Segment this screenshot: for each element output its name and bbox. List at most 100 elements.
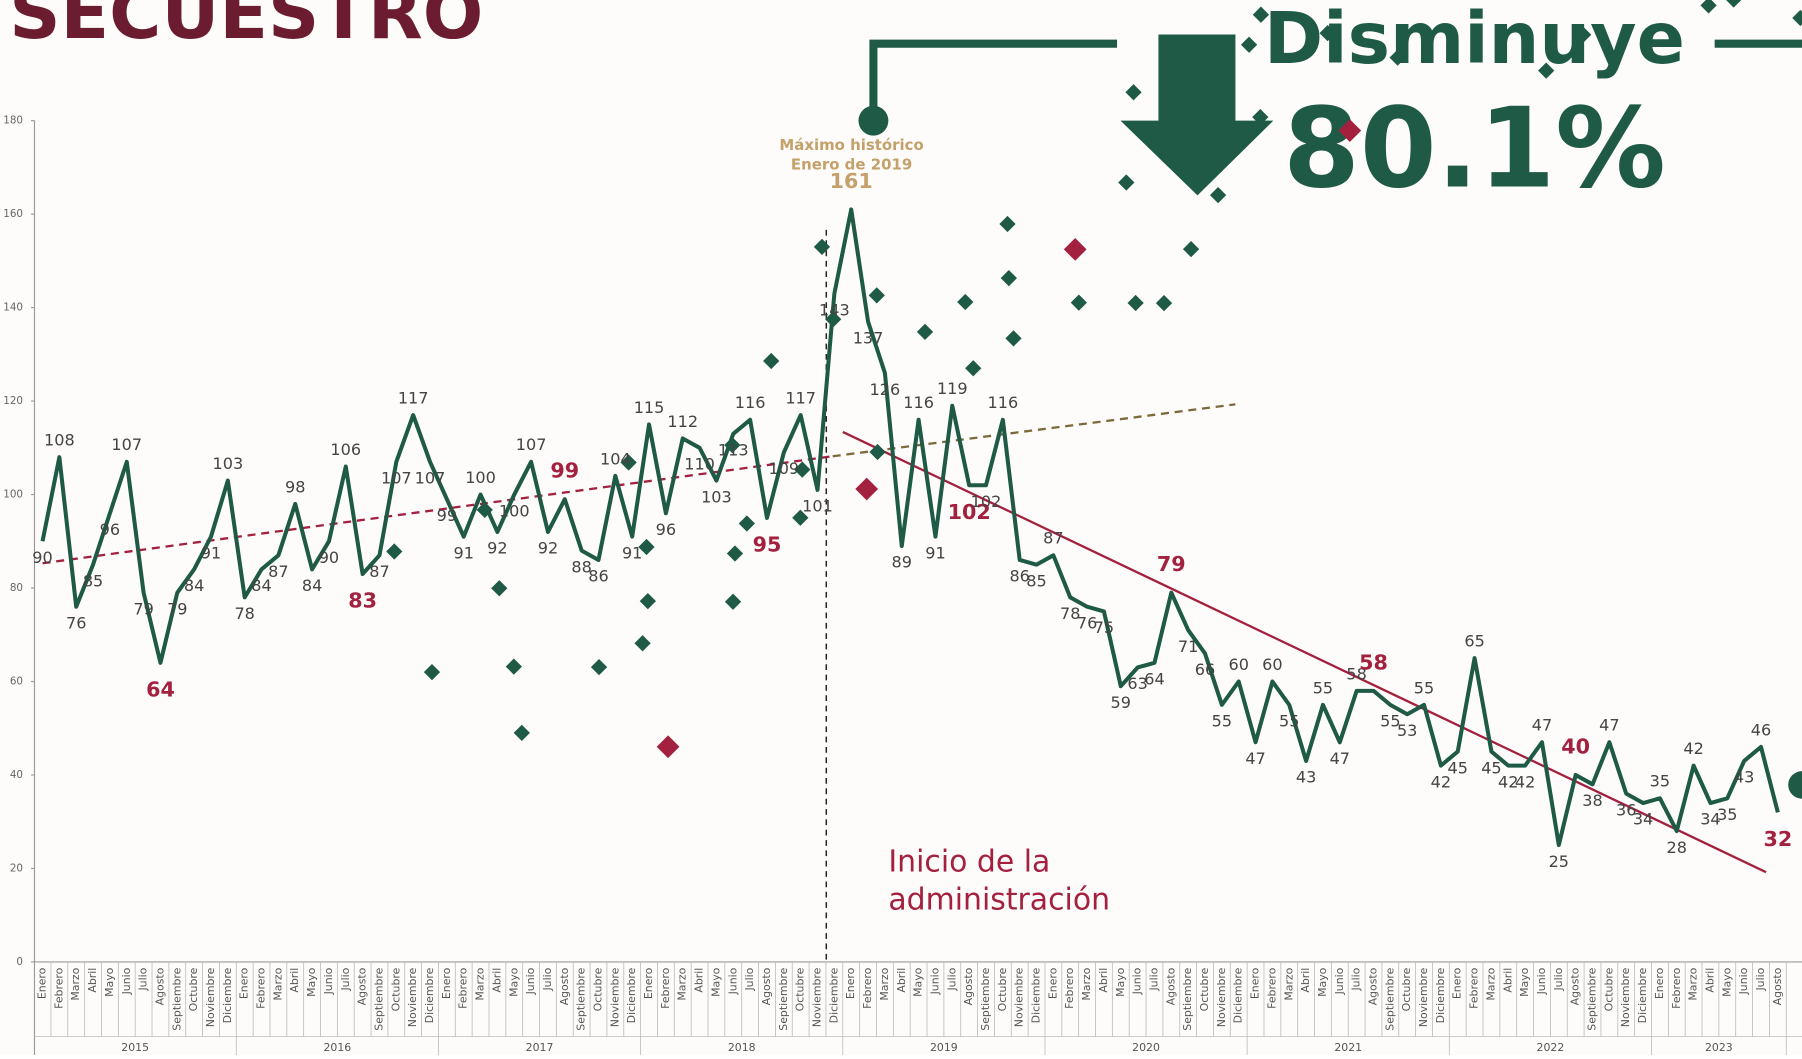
data-label: 102 <box>948 500 991 524</box>
x-tick-label: Septiembre <box>1383 967 1396 1030</box>
x-tick-label: Febrero <box>659 967 672 1009</box>
x-tick-label: Marzo <box>878 967 891 1000</box>
data-label: 101 <box>802 497 833 516</box>
data-label: 55 <box>1313 678 1333 697</box>
data-label: 55 <box>1380 712 1400 731</box>
data-label: 47 <box>1532 716 1552 735</box>
data-label: 36 <box>1616 800 1636 819</box>
x-tick-label: Mayo <box>709 967 722 997</box>
data-label: 79 <box>167 599 187 618</box>
data-label: 90 <box>319 548 339 567</box>
data-line <box>40 207 1780 848</box>
x-tick-label: Abril <box>895 968 908 993</box>
y-tick-label: 60 <box>10 675 23 687</box>
bracket <box>869 39 1118 121</box>
data-label: 87 <box>268 562 288 581</box>
x-tick-label: Enero <box>1249 967 1262 999</box>
data-label: 116 <box>735 393 766 412</box>
data-label: 43 <box>1296 768 1316 787</box>
data-label: 32 <box>1763 827 1792 851</box>
data-point <box>1319 25 1336 42</box>
x-tick-label: Agosto <box>962 967 975 1005</box>
data-label: 34 <box>1700 810 1720 829</box>
data-point <box>1700 0 1717 14</box>
data-label: 112 <box>667 412 698 431</box>
year-label: 2021 <box>1334 1041 1362 1054</box>
data-label: 88 <box>571 557 591 576</box>
data-label: 99 <box>550 459 579 483</box>
x-tick-label: Abril <box>490 968 503 993</box>
data-label: 87 <box>1043 529 1063 548</box>
x-tick-label: Junio <box>120 967 133 995</box>
data-label: 119 <box>937 379 968 398</box>
x-tick-label: Octubre <box>996 967 1009 1011</box>
data-label: 76 <box>1077 613 1097 632</box>
data-point <box>634 635 651 652</box>
x-tick-label: Diciembre <box>1434 967 1447 1023</box>
x-tick-label: Julio <box>743 967 756 991</box>
data-label: 45 <box>1481 758 1501 777</box>
data-label: 71 <box>1178 637 1198 656</box>
x-tick-label: Enero <box>238 967 251 999</box>
bracket-dot <box>858 105 889 136</box>
data-point <box>1178 78 1196 95</box>
trend-line <box>842 430 1767 874</box>
x-tick-label: Mayo <box>1720 967 1733 997</box>
y-tick-label: 120 <box>3 395 23 407</box>
data-label: 106 <box>330 440 361 459</box>
headline-value: 80.1% <box>1283 86 1666 214</box>
data-label: 143 <box>819 300 850 319</box>
x-tick-label: Junio <box>1737 967 1750 995</box>
data-point <box>794 461 811 478</box>
x-tick-label: Mayo <box>1518 967 1531 997</box>
data-label: 59 <box>1111 693 1131 712</box>
data-point <box>813 238 831 256</box>
x-tick-label: Abril <box>1703 968 1716 993</box>
chart-title: SECUESTRO <box>9 0 483 55</box>
data-label: 64 <box>1144 670 1164 689</box>
data-label: 58 <box>1359 650 1388 674</box>
x-tick-label: Julio <box>339 967 352 991</box>
trend-line <box>832 403 1236 458</box>
data-label: 84 <box>251 576 271 595</box>
data-label: 98 <box>285 477 305 496</box>
data-label: 47 <box>1330 749 1350 768</box>
data-label: 65 <box>1464 632 1484 651</box>
data-label: 100 <box>499 501 530 520</box>
data-label: 117 <box>785 389 816 408</box>
x-tick-label: Enero <box>1046 967 1059 999</box>
x-tick-label: Diciembre <box>1636 967 1649 1023</box>
data-label: 92 <box>538 539 558 558</box>
x-tick-label: Febrero <box>52 967 65 1009</box>
data-label: 113 <box>718 441 749 460</box>
headline: Disminuye <box>1264 0 1685 80</box>
x-tick-label: Diciembre <box>827 967 840 1023</box>
x-tick-label: Febrero <box>1468 967 1481 1009</box>
y-tick-label: 160 <box>3 208 23 220</box>
data-label: 28 <box>1667 838 1687 857</box>
data-label: 107 <box>381 469 412 488</box>
x-tick-label: Abril <box>1097 968 1110 993</box>
data-label: 100 <box>465 468 496 487</box>
data-label: 25 <box>1549 852 1569 871</box>
data-label: 86 <box>588 567 608 586</box>
data-label: 34 <box>1633 810 1653 829</box>
x-tick-label: Junio <box>524 967 537 995</box>
data-label: 55 <box>1414 678 1434 697</box>
data-label: 42 <box>1431 772 1451 791</box>
data-point <box>1389 49 1406 66</box>
data-label: 92 <box>487 539 507 558</box>
x-tick-label: Marzo <box>676 967 689 1000</box>
x-tick-label: Mayo <box>507 967 520 997</box>
data-label: 47 <box>1599 716 1619 735</box>
x-tick-label: Junio <box>1333 967 1346 995</box>
data-label: 110 <box>684 455 715 474</box>
x-tick-label: Julio <box>1147 967 1160 991</box>
x-tick-label: Enero <box>1451 967 1464 999</box>
x-tick-label: Agosto <box>1366 967 1379 1005</box>
year-label: 2019 <box>930 1041 958 1054</box>
data-point <box>1338 119 1362 142</box>
data-label: 83 <box>348 589 377 613</box>
data-label: 42 <box>1515 772 1535 791</box>
x-tick-label: Junio <box>1131 967 1144 995</box>
